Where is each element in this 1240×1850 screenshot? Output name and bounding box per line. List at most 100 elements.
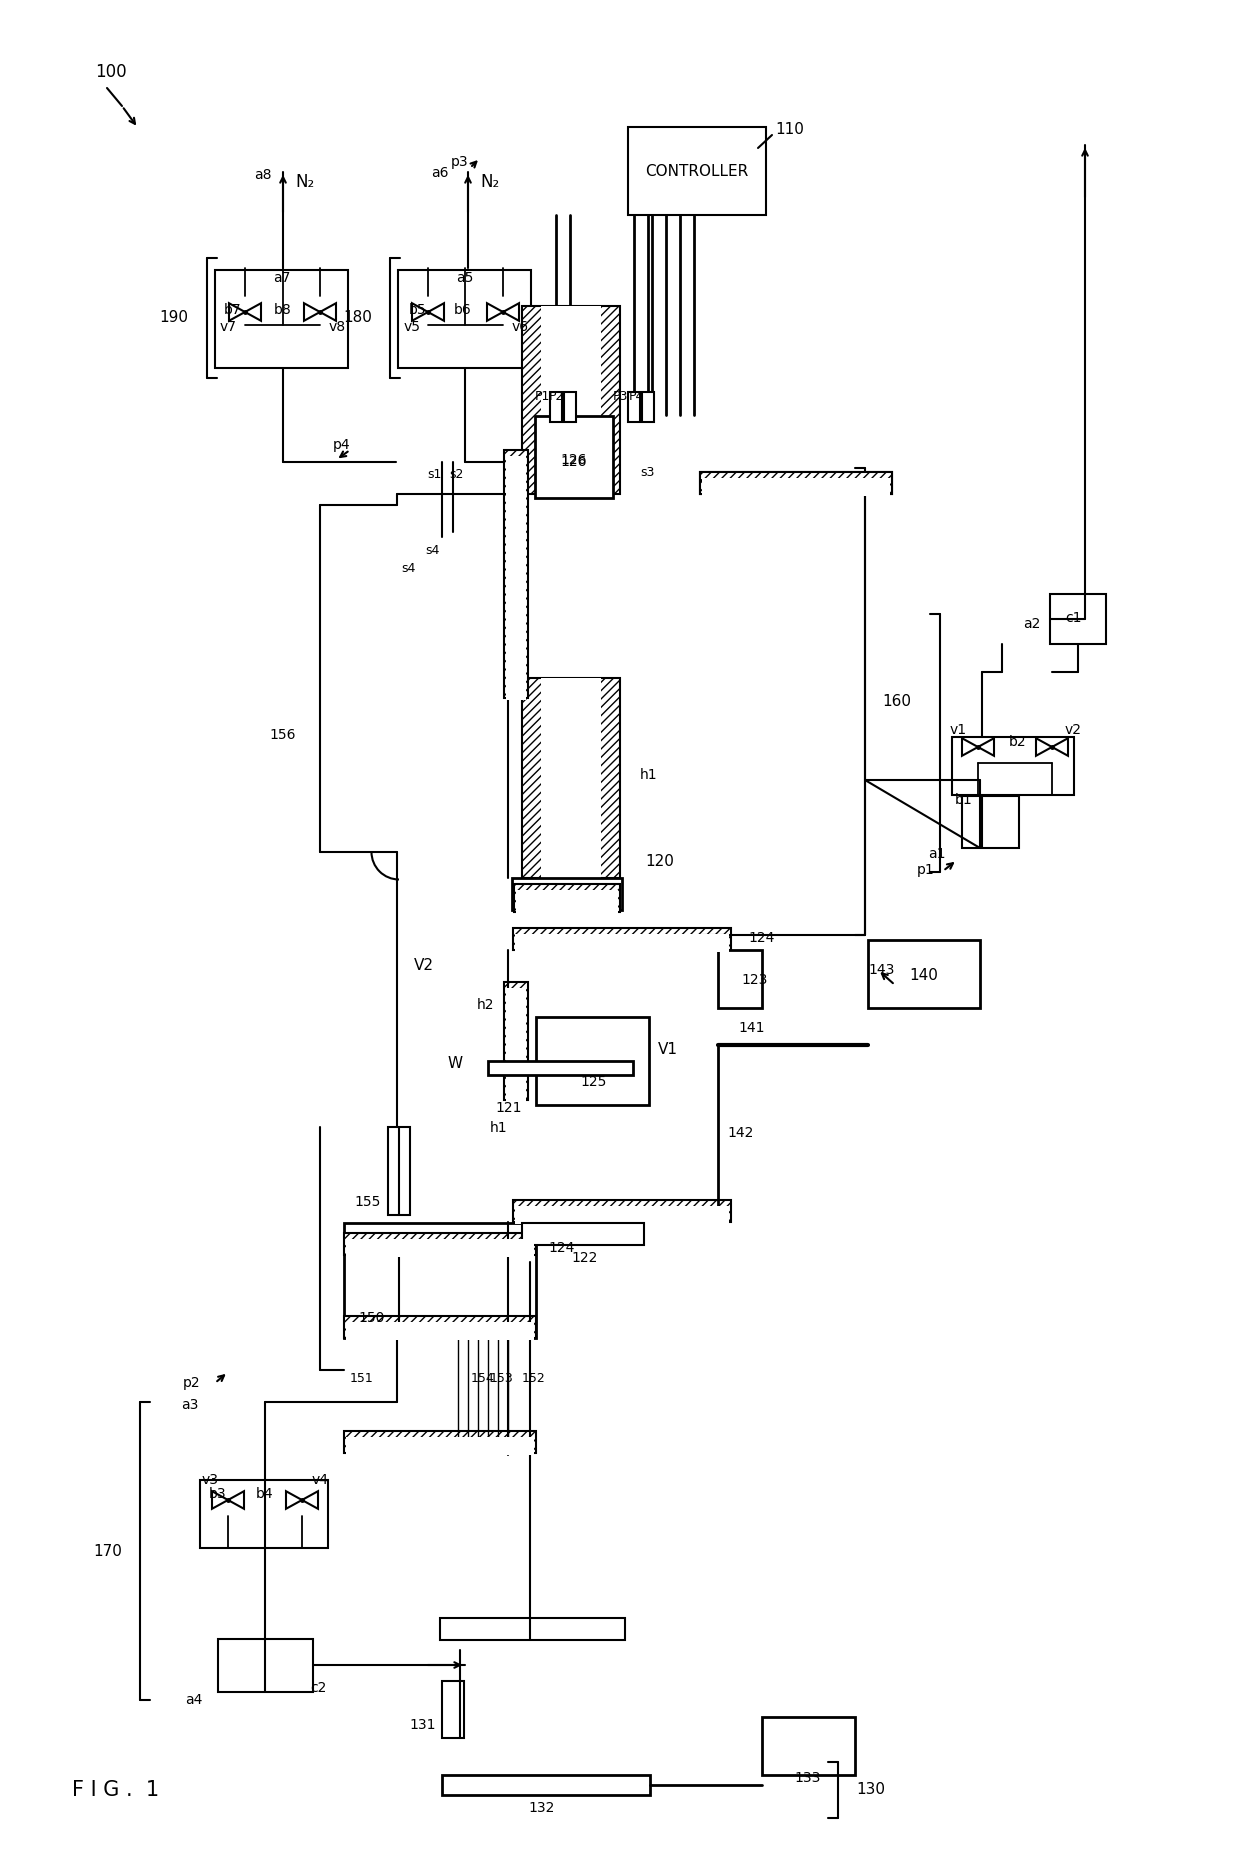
Text: 124: 124 (548, 1241, 574, 1254)
Text: 100: 100 (95, 63, 126, 81)
Bar (506, 988, 526, 1103)
Text: 121: 121 (496, 1101, 522, 1116)
Text: p4: p4 (334, 438, 351, 451)
Text: 155: 155 (355, 1195, 381, 1210)
Text: CONTROLLER: CONTROLLER (645, 165, 749, 179)
Text: b4: b4 (257, 1487, 274, 1500)
Bar (522, 677, 620, 879)
Polygon shape (503, 303, 520, 320)
Text: 170: 170 (93, 1543, 122, 1558)
Bar (503, 450, 528, 697)
Text: 150: 150 (358, 1312, 384, 1325)
Bar (343, 1232, 536, 1254)
Bar (515, 1206, 729, 1225)
Polygon shape (487, 303, 503, 320)
Text: 151: 151 (350, 1371, 373, 1384)
Bar (503, 982, 528, 1101)
Bar (513, 1201, 732, 1223)
Bar (346, 1323, 534, 1339)
Text: a3: a3 (181, 1399, 198, 1412)
Text: 142: 142 (727, 1127, 754, 1140)
Text: F I G .  1: F I G . 1 (72, 1780, 159, 1800)
Bar (627, 128, 766, 215)
Text: 110: 110 (775, 122, 804, 137)
Text: h2: h2 (476, 997, 494, 1012)
Text: W: W (448, 1056, 463, 1071)
Text: v7: v7 (219, 320, 237, 335)
Polygon shape (212, 1491, 228, 1510)
Text: 130: 130 (856, 1783, 885, 1798)
Bar (200, 1480, 329, 1548)
Bar (962, 796, 1019, 847)
Bar (702, 477, 890, 496)
Bar (346, 1240, 534, 1256)
Bar (440, 1619, 625, 1639)
Text: c2: c2 (310, 1682, 326, 1695)
Text: s3: s3 (640, 466, 655, 479)
Text: s2: s2 (449, 468, 464, 481)
Text: h1: h1 (490, 1121, 507, 1136)
Text: b2: b2 (1009, 734, 1027, 749)
Polygon shape (962, 738, 978, 757)
Text: 160: 160 (882, 694, 911, 710)
Bar (701, 472, 892, 494)
Text: 143: 143 (869, 964, 895, 977)
Polygon shape (428, 303, 444, 320)
Text: v3: v3 (201, 1473, 218, 1487)
Text: b6: b6 (454, 303, 472, 316)
Text: p1: p1 (916, 862, 934, 877)
Text: c1: c1 (1065, 610, 1081, 625)
Text: s1: s1 (427, 468, 441, 481)
Bar (516, 890, 618, 914)
Bar (627, 392, 640, 422)
Text: v2: v2 (1064, 723, 1081, 736)
Text: p3: p3 (451, 155, 469, 168)
Polygon shape (304, 303, 320, 320)
Polygon shape (228, 1491, 244, 1510)
Text: a4: a4 (186, 1693, 203, 1708)
Text: 122: 122 (572, 1251, 598, 1265)
Polygon shape (286, 1491, 303, 1510)
Polygon shape (246, 303, 260, 320)
Bar (702, 477, 890, 496)
Text: 154: 154 (471, 1371, 495, 1384)
Bar (215, 270, 348, 368)
Text: b1: b1 (955, 794, 972, 807)
Bar (506, 455, 526, 699)
Text: V1: V1 (658, 1043, 678, 1058)
Text: 125: 125 (580, 1075, 608, 1090)
Text: N₂: N₂ (295, 174, 315, 191)
Polygon shape (1052, 738, 1068, 757)
Text: a1: a1 (929, 847, 946, 860)
Polygon shape (1035, 738, 1052, 757)
Bar (218, 1639, 312, 1693)
Text: 126: 126 (560, 455, 588, 470)
Text: V2: V2 (414, 958, 434, 973)
Polygon shape (320, 303, 336, 320)
Polygon shape (229, 303, 246, 320)
Bar (513, 929, 732, 951)
Bar (868, 940, 980, 1008)
Text: 120: 120 (645, 855, 673, 870)
Bar (522, 305, 620, 494)
Text: a2: a2 (1023, 618, 1040, 631)
Text: a5: a5 (456, 270, 474, 285)
Text: 152: 152 (522, 1371, 546, 1384)
Text: b8: b8 (274, 303, 291, 316)
Bar (541, 305, 601, 494)
Text: P1: P1 (534, 390, 549, 403)
Text: 123: 123 (742, 973, 769, 988)
Text: v5: v5 (403, 320, 420, 335)
Bar (952, 736, 1074, 796)
Text: s4: s4 (401, 562, 415, 575)
Bar (1050, 594, 1106, 644)
Text: v1: v1 (950, 723, 966, 736)
Text: a7: a7 (273, 270, 290, 285)
Text: v6: v6 (511, 320, 528, 335)
Text: s4: s4 (425, 544, 439, 557)
Text: 133: 133 (795, 1770, 821, 1785)
Text: a6: a6 (432, 166, 449, 179)
Text: 126: 126 (560, 453, 588, 466)
Bar (701, 472, 892, 494)
Text: 180: 180 (343, 311, 372, 326)
